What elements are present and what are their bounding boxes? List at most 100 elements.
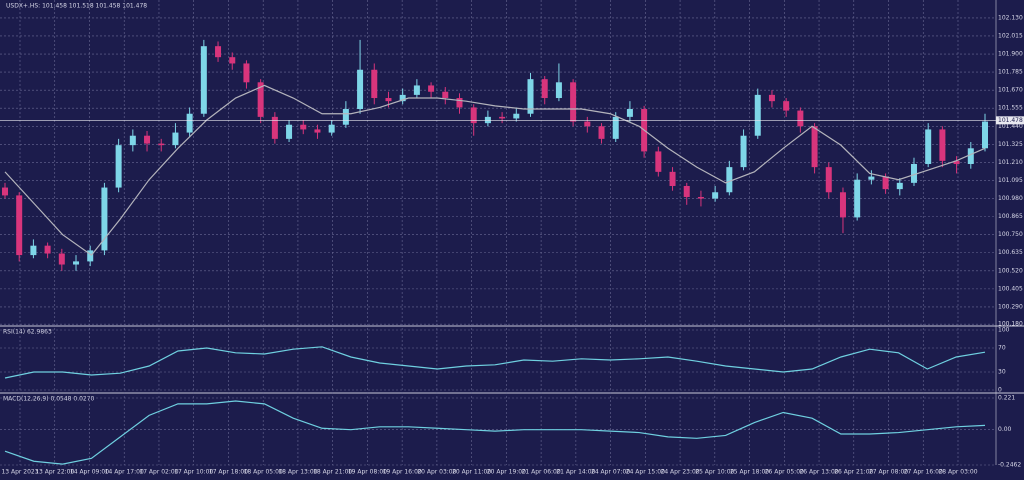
candle-body — [712, 192, 719, 199]
y-tick-label: -0.2462 — [998, 462, 1021, 469]
candle-body — [413, 85, 420, 95]
candle-body — [200, 46, 207, 114]
candle-body — [314, 129, 321, 133]
candle-body — [669, 171, 676, 186]
rsi-title: RSI(14) 62.9863 — [3, 329, 52, 336]
x-tick-label: 18 Apr 05:00 — [244, 469, 283, 476]
candle-body — [30, 245, 37, 256]
x-tick-label: 19 Apr 08:00 — [348, 469, 387, 476]
y-tick-label: 100.180 — [998, 321, 1023, 328]
macd-line — [4, 400, 986, 465]
candle-body — [87, 250, 94, 262]
x-tick-label: 19 Apr 16:00 — [383, 469, 422, 476]
x-tick-label: 27 Apr 08:00 — [869, 469, 908, 476]
candle-body — [115, 145, 122, 188]
last-price-label: 101.478 — [998, 117, 1023, 124]
candle-body — [882, 176, 889, 190]
candle-body — [342, 109, 349, 125]
candle-body — [825, 167, 832, 193]
x-tick-label: 26 Apr 13:00 — [799, 469, 838, 476]
candle-body — [854, 179, 861, 218]
y-tick-label: 100.750 — [998, 231, 1023, 238]
x-tick-label: 17 Apr 02:00 — [139, 469, 178, 476]
y-tick-label: 101.555 — [998, 105, 1023, 112]
x-tick-label: 21 Apr 06:00 — [522, 469, 561, 476]
y-tick-label: 100 — [998, 327, 1010, 334]
y-tick-label: 0 — [998, 387, 1002, 394]
candle-body — [626, 109, 633, 117]
candle-body — [101, 187, 108, 251]
x-tick-label: 14 Apr 09:00 — [70, 469, 109, 476]
x-tick-label: 20 Apr 11:00 — [452, 469, 491, 476]
x-tick-label: 25 Apr 10:00 — [695, 469, 734, 476]
candle-body — [428, 85, 435, 92]
moving-average — [4, 84, 986, 256]
candle-body — [129, 135, 136, 146]
candle-body — [300, 124, 307, 130]
candle-body — [768, 94, 775, 102]
rsi-line — [4, 346, 986, 379]
x-tick-label: 18 Apr 13:00 — [278, 469, 317, 476]
candle-body — [229, 57, 236, 64]
x-tick-label: 24 Apr 15:00 — [626, 469, 665, 476]
y-tick-label: 0.00 — [998, 426, 1012, 433]
y-tick-label: 101.670 — [998, 87, 1023, 94]
candle-body — [612, 116, 619, 139]
candle-body — [371, 69, 378, 99]
x-tick-label: 25 Apr 18:00 — [730, 469, 769, 476]
candle-body — [527, 79, 534, 114]
candle-body — [499, 116, 506, 119]
x-tick-label: 20 Apr 19:00 — [487, 469, 526, 476]
last-price-box — [996, 116, 1024, 125]
candle-body — [868, 176, 875, 180]
y-tick-label: 101.785 — [998, 69, 1023, 76]
x-tick-label: 21 Apr 14:00 — [556, 469, 595, 476]
candle-body — [172, 132, 179, 146]
candle-body — [385, 98, 392, 102]
y-tick-label: 102.130 — [998, 14, 1023, 21]
chart-header: USDX+.HS: 101.458 101.518 101.458 101.47… — [6, 3, 147, 10]
candle-body — [740, 135, 747, 168]
y-tick-label: 100.520 — [998, 267, 1023, 274]
x-tick-label: 13 Apr 2023 — [1, 469, 38, 476]
candle-body — [839, 192, 846, 218]
x-tick-label: 17 Apr 18:00 — [209, 469, 248, 476]
candle-body — [896, 182, 903, 190]
x-tick-label: 24 Apr 07:00 — [591, 469, 630, 476]
x-tick-label: 24 Apr 23:00 — [661, 469, 700, 476]
candle-body — [584, 121, 591, 127]
y-tick-label: 101.325 — [998, 141, 1023, 148]
candle-body — [655, 151, 662, 172]
candle-body — [44, 245, 51, 254]
candle-body — [257, 82, 264, 117]
candle-body — [811, 126, 818, 168]
candle-body — [399, 94, 406, 102]
y-tick-label: 30 — [998, 369, 1006, 376]
y-tick-label: 101.210 — [998, 159, 1023, 166]
y-tick-label: 100.865 — [998, 213, 1023, 220]
y-tick-label: 100.405 — [998, 285, 1023, 292]
candle-body — [456, 98, 463, 108]
x-tick-label: 26 Apr 05:00 — [765, 469, 804, 476]
candle-body — [286, 124, 293, 139]
candle-body — [442, 91, 449, 99]
candle-body — [144, 135, 151, 144]
candle-body — [953, 160, 960, 164]
candle-body — [541, 79, 548, 99]
candle-body — [570, 82, 577, 122]
candle-body — [271, 116, 278, 139]
candle-body — [797, 110, 804, 127]
x-tick-label: 13 Apr 22:00 — [35, 469, 74, 476]
x-tick-label: 17 Apr 10:00 — [174, 469, 213, 476]
candle-body — [555, 82, 562, 99]
candle-body — [754, 94, 761, 136]
candle-body — [513, 113, 520, 119]
candle-body — [910, 163, 917, 183]
candle-body — [158, 143, 165, 146]
y-tick-label: 100.290 — [998, 303, 1023, 310]
candle-body — [783, 101, 790, 111]
candle-body — [2, 187, 8, 196]
candle-body — [683, 185, 690, 197]
